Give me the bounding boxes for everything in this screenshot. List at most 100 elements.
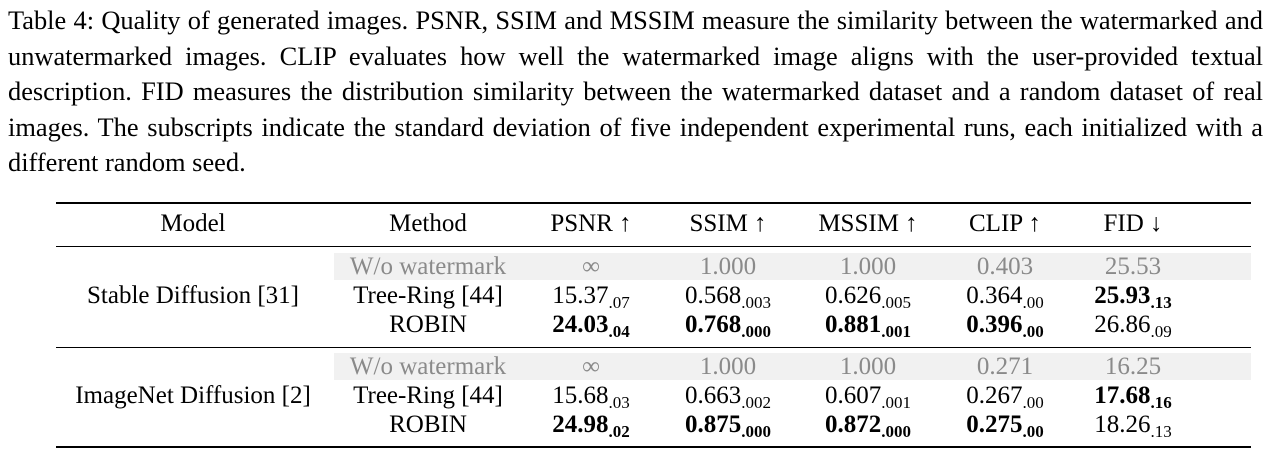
fid-value: 25.93.13 bbox=[1094, 281, 1172, 311]
metric-value: 1.000 bbox=[699, 353, 757, 380]
ssim-value: 0.875.000 bbox=[685, 410, 771, 440]
psnr-value: ∞ bbox=[582, 352, 600, 382]
std-subscript: .13 bbox=[1150, 293, 1172, 312]
clip-value: 0.364.00 bbox=[966, 281, 1044, 311]
baseline-row-shading bbox=[334, 353, 1251, 380]
table-header-rule bbox=[56, 246, 1251, 247]
method-name: Tree-Ring [44] bbox=[353, 382, 503, 409]
std-subscript: .02 bbox=[608, 422, 630, 441]
metric-value: 0.271 bbox=[976, 353, 1034, 380]
method-name: W/o watermark bbox=[349, 253, 507, 280]
metric-value: 26.86 bbox=[1094, 311, 1151, 338]
method-name: W/o watermark bbox=[349, 353, 507, 380]
std-subscript: .000 bbox=[881, 422, 911, 441]
fid-value: 16.25 bbox=[1105, 352, 1161, 382]
metric-value: 1.000 bbox=[839, 253, 897, 280]
model-name: ImageNet Diffusion [2] bbox=[75, 382, 311, 409]
metric-value: 24.03 bbox=[552, 311, 609, 338]
std-subscript: .03 bbox=[608, 393, 630, 412]
std-subscript: .001 bbox=[881, 322, 911, 341]
std-subscript: .000 bbox=[741, 422, 771, 441]
fid-value: 18.26.13 bbox=[1094, 410, 1172, 440]
mssim-value: 0.607.001 bbox=[825, 381, 911, 411]
header-ssim: SSIM ↑ bbox=[689, 210, 767, 237]
metric-value: 17.68 bbox=[1094, 382, 1151, 409]
std-subscript: .002 bbox=[741, 393, 771, 412]
mssim-value: 0.872.000 bbox=[825, 410, 911, 440]
std-subscript: .04 bbox=[608, 322, 630, 341]
header-fid: FID ↓ bbox=[1103, 210, 1163, 237]
std-subscript: .00 bbox=[1022, 422, 1044, 441]
metric-value: 1.000 bbox=[699, 253, 757, 280]
metric-value: 0.275 bbox=[966, 411, 1023, 438]
psnr-value: 24.03.04 bbox=[552, 310, 630, 340]
method-name: Tree-Ring [44] bbox=[353, 282, 503, 309]
ssim-value: 0.568.003 bbox=[685, 281, 771, 311]
clip-value: 0.396.00 bbox=[966, 310, 1044, 340]
metric-value: 18.26 bbox=[1094, 411, 1151, 438]
mssim-value: 0.881.001 bbox=[825, 310, 911, 340]
header-model: Model bbox=[160, 210, 226, 237]
std-subscript: .000 bbox=[741, 322, 771, 341]
metric-value: 0.875 bbox=[685, 411, 742, 438]
metric-value: 0.607 bbox=[825, 382, 882, 409]
metric-value: 0.768 bbox=[685, 311, 742, 338]
std-subscript: .16 bbox=[1150, 393, 1172, 412]
clip-value: 0.403 bbox=[977, 252, 1033, 282]
psnr-value: 15.37.07 bbox=[552, 281, 630, 311]
header-mssim: MSSIM ↑ bbox=[818, 210, 918, 237]
metric-value: 16.25 bbox=[1104, 353, 1162, 380]
table-group-rule bbox=[56, 347, 1251, 348]
std-subscript: .13 bbox=[1150, 422, 1172, 441]
std-subscript: .00 bbox=[1022, 293, 1044, 312]
header-psnr: PSNR ↑ bbox=[550, 210, 632, 237]
ssim-value: 1.000 bbox=[700, 252, 756, 282]
header-method: Method bbox=[389, 210, 467, 237]
metric-value: 0.663 bbox=[685, 382, 742, 409]
metric-value: 1.000 bbox=[839, 353, 897, 380]
table-bottom-rule bbox=[56, 446, 1251, 448]
clip-value: 0.271 bbox=[977, 352, 1033, 382]
ssim-value: 0.768.000 bbox=[685, 310, 771, 340]
metric-value: ∞ bbox=[582, 353, 600, 380]
psnr-value: ∞ bbox=[582, 252, 600, 282]
ssim-value: 1.000 bbox=[700, 352, 756, 382]
model-name: Stable Diffusion [31] bbox=[86, 282, 300, 309]
std-subscript: .09 bbox=[1150, 322, 1172, 341]
std-subscript: .003 bbox=[741, 293, 771, 312]
clip-value: 0.275.00 bbox=[966, 410, 1044, 440]
metric-value: 0.568 bbox=[685, 282, 742, 309]
metric-value: 0.396 bbox=[966, 311, 1023, 338]
fid-value: 25.53 bbox=[1105, 252, 1161, 282]
psnr-value: 24.98.02 bbox=[552, 410, 630, 440]
metric-value: 25.93 bbox=[1094, 282, 1151, 309]
metric-value: ∞ bbox=[582, 253, 600, 280]
table-top-rule bbox=[56, 202, 1251, 204]
metric-value: 15.68 bbox=[552, 382, 609, 409]
clip-value: 0.267.00 bbox=[966, 381, 1044, 411]
metric-value: 24.98 bbox=[552, 411, 609, 438]
metric-value: 0.267 bbox=[966, 382, 1023, 409]
method-name: ROBIN bbox=[389, 411, 467, 438]
mssim-value: 0.626.005 bbox=[825, 281, 911, 311]
metric-value: 0.626 bbox=[825, 282, 882, 309]
std-subscript: .005 bbox=[881, 293, 911, 312]
std-subscript: .00 bbox=[1022, 322, 1044, 341]
fid-value: 26.86.09 bbox=[1094, 310, 1172, 340]
metric-value: 0.881 bbox=[825, 311, 882, 338]
metric-value: 15.37 bbox=[552, 282, 609, 309]
metric-value: 0.872 bbox=[825, 411, 882, 438]
metric-value: 0.403 bbox=[976, 253, 1034, 280]
header-clip: CLIP ↑ bbox=[969, 210, 1041, 237]
method-name: ROBIN bbox=[389, 311, 467, 338]
metric-value: 25.53 bbox=[1104, 253, 1162, 280]
ssim-value: 0.663.002 bbox=[685, 381, 771, 411]
mssim-value: 1.000 bbox=[840, 252, 896, 282]
psnr-value: 15.68.03 bbox=[552, 381, 630, 411]
table-caption: Table 4: Quality of generated images. PS… bbox=[8, 5, 1263, 178]
std-subscript: .001 bbox=[881, 393, 911, 412]
std-subscript: .07 bbox=[608, 293, 630, 312]
std-subscript: .00 bbox=[1022, 393, 1044, 412]
fid-value: 17.68.16 bbox=[1094, 381, 1172, 411]
metric-value: 0.364 bbox=[966, 282, 1023, 309]
